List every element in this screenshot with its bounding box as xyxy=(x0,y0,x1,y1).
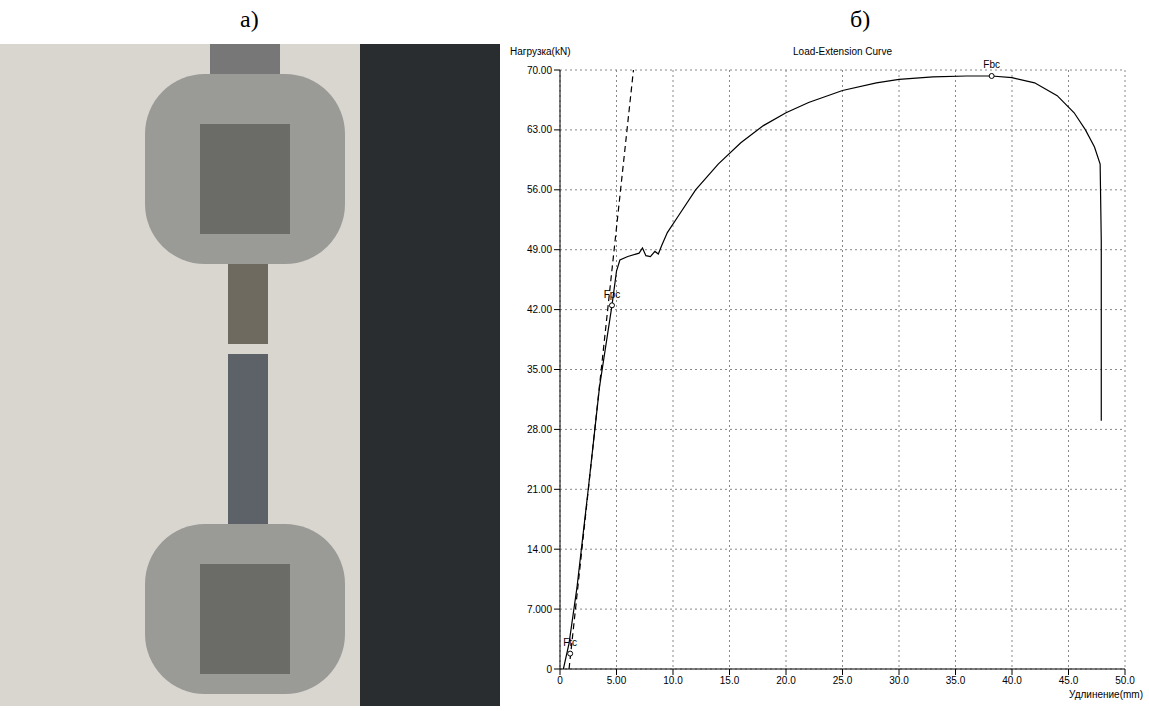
svg-text:14.00: 14.00 xyxy=(527,544,552,555)
svg-text:10.0: 10.0 xyxy=(663,675,683,686)
svg-text:28.00: 28.00 xyxy=(527,424,552,435)
svg-text:35.0: 35.0 xyxy=(946,675,966,686)
html-text:Нагрузка(kN): Нагрузка(kN) xyxy=(510,46,571,57)
svg-text:0: 0 xyxy=(557,675,563,686)
svg-text:25.0: 25.0 xyxy=(833,675,853,686)
svg-text:45.0: 45.0 xyxy=(1059,675,1079,686)
svg-text:Ftc: Ftc xyxy=(563,637,577,648)
svg-text:40.0: 40.0 xyxy=(1002,675,1022,686)
svg-text:42.00: 42.00 xyxy=(527,304,552,315)
html-text:б): б) xyxy=(850,6,871,32)
svg-text:70.00: 70.00 xyxy=(527,65,552,76)
html-text:а): а) xyxy=(240,6,259,32)
svg-text:15.0: 15.0 xyxy=(720,675,740,686)
svg-text:Fbc: Fbc xyxy=(983,59,1000,70)
svg-text:0: 0 xyxy=(546,664,552,675)
svg-text:5.00: 5.00 xyxy=(607,675,627,686)
svg-text:56.00: 56.00 xyxy=(527,184,552,195)
svg-text:49.00: 49.00 xyxy=(527,244,552,255)
svg-text:7.000: 7.000 xyxy=(527,604,552,615)
svg-text:50.0: 50.0 xyxy=(1115,675,1135,686)
svg-text:35.00: 35.00 xyxy=(527,364,552,375)
svg-text:Fpc: Fpc xyxy=(604,289,621,300)
svg-text:30.0: 30.0 xyxy=(889,675,909,686)
html-text:Удлинение(mm): Удлинение(mm) xyxy=(1069,689,1143,700)
svg-text:20.0: 20.0 xyxy=(776,675,796,686)
svg-text:21.00: 21.00 xyxy=(527,484,552,495)
svg-text:63.00: 63.00 xyxy=(527,124,552,135)
html-text:Load-Extension Curve: Load-Extension Curve xyxy=(793,46,892,57)
